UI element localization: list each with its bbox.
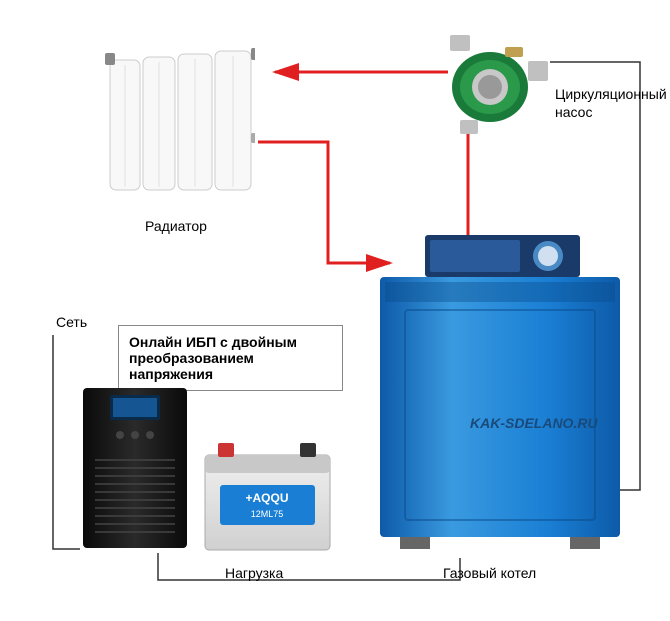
load-label: Нагрузка — [225, 565, 283, 581]
network-label: Сеть — [56, 314, 87, 330]
radiator — [105, 45, 255, 200]
svg-text:12ML75: 12ML75 — [251, 509, 284, 519]
battery: +AQQU 12ML75 — [200, 440, 335, 555]
svg-text:+AQQU: +AQQU — [245, 491, 288, 505]
ups-title-line1: Онлайн ИБП с двойным — [129, 334, 332, 350]
watermark: KAK-SDELANO.RU — [470, 415, 598, 431]
ups-device — [75, 380, 195, 555]
circulation-pump — [440, 35, 550, 135]
pump-label: Циркуляционный насос — [555, 85, 670, 121]
radiator-label: Радиатор — [145, 218, 207, 234]
pump-label-text: Циркуляционный насос — [555, 86, 667, 120]
gas-boiler — [380, 235, 620, 550]
boiler-label: Газовый котел — [443, 565, 536, 581]
ups-title-line2: преобразованием напряжения — [129, 350, 332, 382]
